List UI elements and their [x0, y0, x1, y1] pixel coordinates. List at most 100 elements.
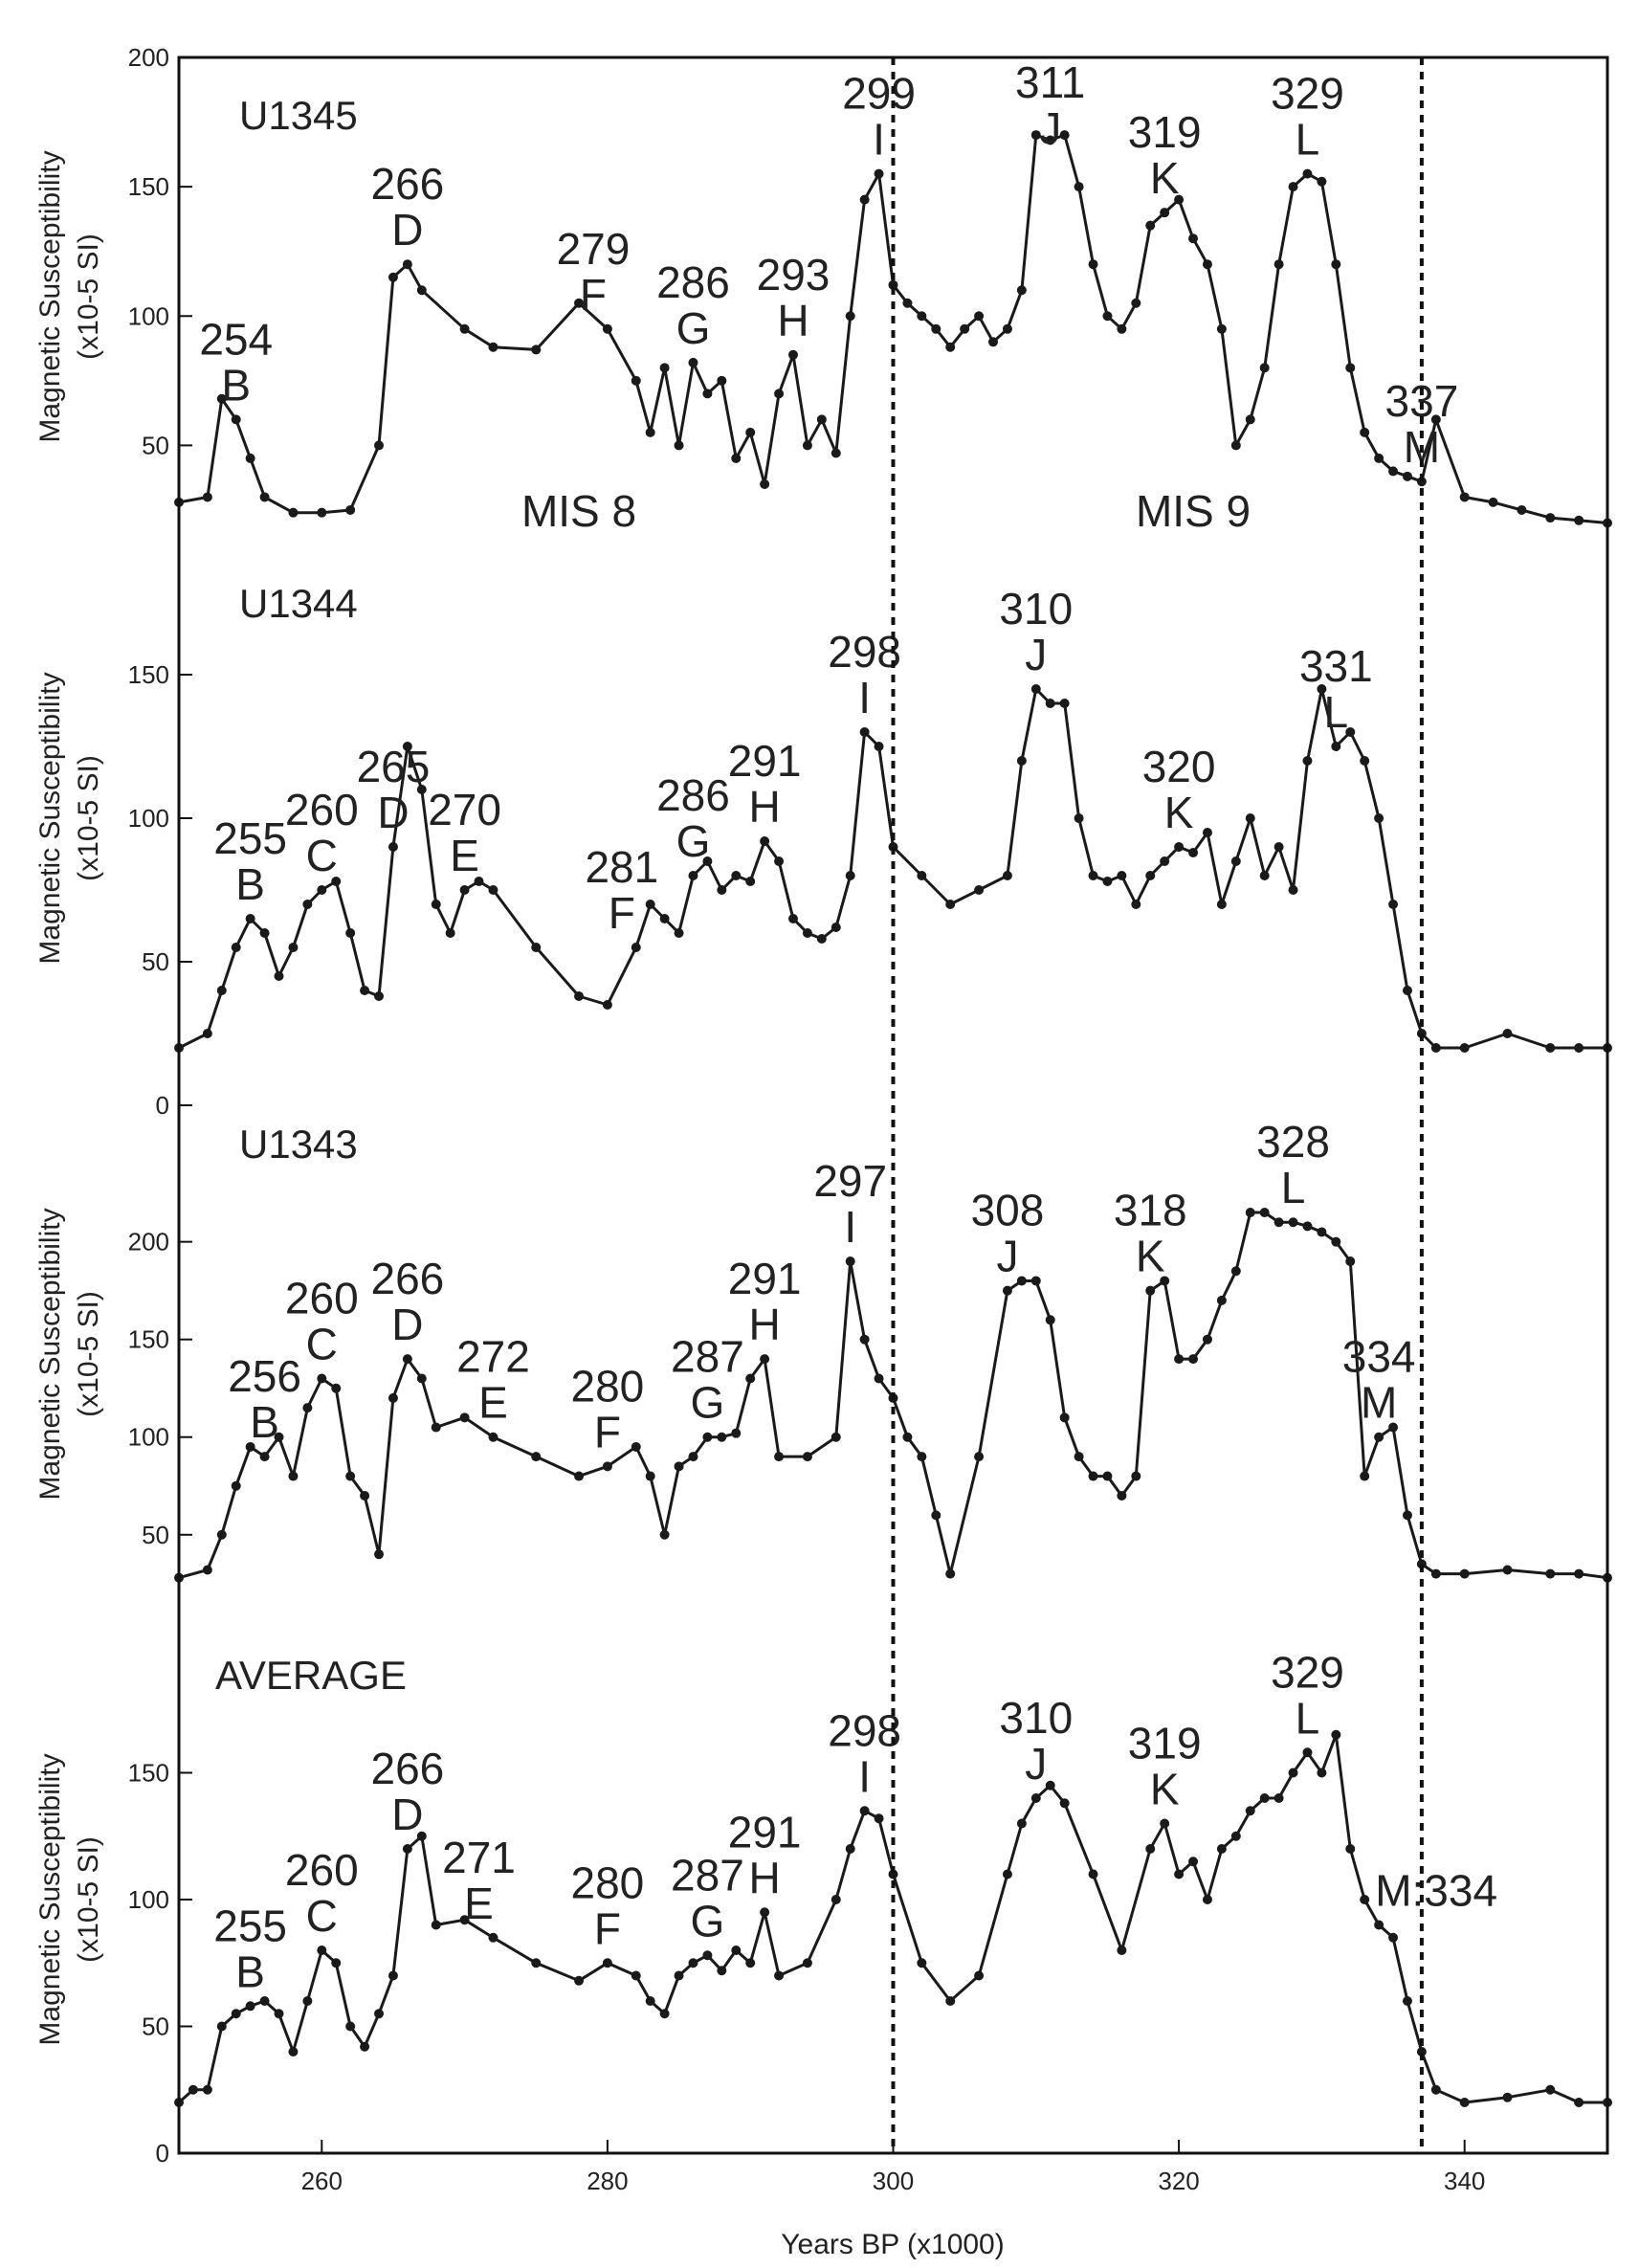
data-point [845, 871, 855, 880]
x-tick-label-320: 320 [1158, 2167, 1199, 2195]
data-point [531, 345, 542, 355]
data-point [274, 2009, 284, 2019]
data-point [731, 871, 742, 880]
data-point [988, 337, 999, 347]
annotation-letter-u1345-b: B [221, 360, 251, 410]
data-point [245, 453, 255, 463]
data-point [1331, 742, 1341, 751]
annotation-letter-u1344-j: J [1025, 630, 1047, 679]
data-point [1102, 877, 1113, 886]
data-point [717, 375, 727, 386]
data-point [888, 1869, 898, 1879]
data-point [402, 259, 412, 270]
data-point [1302, 756, 1313, 766]
data-point [574, 1471, 585, 1481]
x-tick-label-260: 260 [301, 2167, 343, 2195]
data-point [1188, 848, 1199, 857]
annotation-letter-average-k: K [1150, 1765, 1180, 1814]
data-point [1016, 756, 1027, 766]
data-point [602, 323, 612, 334]
data-point [1059, 1798, 1070, 1809]
annotation-letter-average-c: C [306, 1891, 338, 1941]
data-point [1574, 1568, 1584, 1579]
annotation-letter-average-b: B [235, 1946, 265, 1996]
data-point [274, 971, 284, 981]
data-point [574, 991, 585, 1001]
data-point [1030, 130, 1041, 141]
data-point [717, 1966, 727, 1976]
data-point [645, 427, 655, 437]
data-point [1345, 1256, 1356, 1267]
annotation-year-u1343-291: 291 [728, 1254, 802, 1303]
data-point [231, 1480, 241, 1491]
annotation-year-u1345-266: 266 [371, 159, 445, 209]
annotation-year-average-255: 255 [213, 1901, 287, 1950]
data-point [845, 311, 855, 322]
data-point [1002, 1285, 1012, 1296]
annotation-letter-u1344-e: E [450, 831, 479, 880]
data-point [1216, 1844, 1227, 1854]
data-point [702, 389, 713, 399]
annotation-letter-u1343-e: E [478, 1378, 508, 1428]
data-point [774, 389, 785, 399]
data-point [1074, 813, 1084, 823]
data-point [374, 440, 385, 451]
data-point [845, 1256, 855, 1267]
data-point [1002, 871, 1012, 880]
x-tick-label-300: 300 [873, 2167, 914, 2195]
data-point [1202, 828, 1212, 837]
data-point [1374, 1920, 1384, 1930]
data-point [1202, 1895, 1212, 1904]
panel-u1343: 50 100 150 200 Magnetic Susceptibility (x10-5… [34, 1117, 1612, 1583]
data-point [787, 914, 798, 923]
data-point [1416, 2047, 1427, 2057]
data-point [1117, 1490, 1127, 1501]
data-point [659, 1529, 670, 1540]
data-point [1288, 885, 1298, 895]
data-point [631, 375, 641, 386]
data-point [688, 1958, 698, 1968]
data-point [702, 856, 713, 866]
data-point [402, 1844, 412, 1854]
data-point [1574, 2098, 1584, 2107]
data-point [459, 885, 470, 895]
annotation-year-u1344-260: 260 [285, 785, 359, 834]
site-label-u1344: U1344 [239, 581, 358, 626]
annotation-year-average-266: 266 [371, 1744, 445, 1793]
annotation-letter-u1343-h: H [749, 1300, 781, 1349]
data-point [202, 1029, 212, 1038]
annotation-letter-average-e: E [464, 1879, 494, 1928]
data-point [745, 427, 756, 437]
data-point [659, 363, 670, 373]
data-point [674, 1970, 684, 1981]
annotation-letter-average-h: H [749, 1853, 781, 1902]
data-point [317, 507, 327, 518]
annotation-year-u1344-281: 281 [585, 842, 658, 892]
annotation-average-m: M:334 [1375, 1866, 1497, 1916]
annotation-year-u1343-280: 280 [571, 1361, 645, 1411]
data-point [1259, 871, 1270, 880]
data-point [731, 453, 742, 463]
annotation-year-u1343-297: 297 [813, 1156, 887, 1206]
data-point [259, 928, 270, 938]
data-point [1545, 1568, 1556, 1579]
data-point [1160, 1276, 1170, 1286]
data-point [1302, 1221, 1313, 1232]
data-point [1288, 1217, 1298, 1228]
annotation-year-u1345-311: 311 [1015, 57, 1085, 107]
x-tick-label-340: 340 [1444, 2167, 1485, 2195]
annotation-letter-u1343-d: D [391, 1300, 423, 1349]
annotation-year-average-280: 280 [571, 1857, 645, 1907]
data-point [1117, 323, 1127, 334]
data-point [1545, 2084, 1556, 2095]
data-point [802, 928, 812, 938]
data-point [902, 1432, 913, 1442]
y-axis-title-u1343-2: (x10-5 SI) [73, 1291, 104, 1417]
y-tick-label-average-150: 150 [128, 1759, 169, 1788]
data-point [1145, 1285, 1156, 1296]
data-point [1117, 1946, 1127, 1955]
data-point [231, 414, 241, 425]
data-point [1402, 471, 1412, 481]
annotation-year-u1345-293: 293 [757, 250, 831, 300]
data-point [488, 1932, 498, 1943]
